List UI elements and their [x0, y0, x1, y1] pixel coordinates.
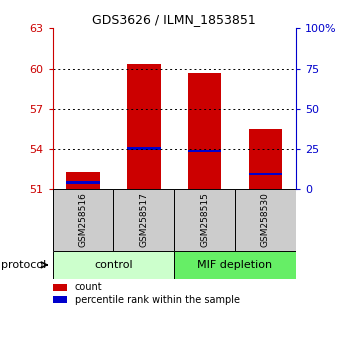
Text: count: count — [74, 282, 102, 292]
Text: GSM258530: GSM258530 — [261, 193, 270, 247]
Bar — [53, 251, 174, 279]
Bar — [53, 284, 67, 291]
Text: protocol: protocol — [1, 260, 47, 270]
Bar — [53, 297, 67, 303]
Bar — [249, 173, 282, 175]
Bar — [174, 251, 296, 279]
Text: MIF depletion: MIF depletion — [198, 260, 273, 270]
Title: GDS3626 / ILMN_1853851: GDS3626 / ILMN_1853851 — [92, 13, 256, 26]
Bar — [114, 189, 174, 251]
Text: GSM258516: GSM258516 — [79, 193, 88, 247]
Bar — [249, 129, 282, 189]
Text: GSM258515: GSM258515 — [200, 193, 209, 247]
Bar — [66, 172, 100, 189]
Bar — [235, 189, 296, 251]
Text: control: control — [94, 260, 133, 270]
Bar — [53, 189, 114, 251]
Bar — [188, 73, 221, 189]
Text: percentile rank within the sample: percentile rank within the sample — [74, 295, 240, 305]
Bar — [127, 147, 160, 149]
Bar — [174, 189, 235, 251]
Bar — [66, 181, 100, 184]
Bar — [127, 64, 160, 189]
Bar — [188, 150, 221, 152]
Text: GSM258517: GSM258517 — [139, 193, 148, 247]
